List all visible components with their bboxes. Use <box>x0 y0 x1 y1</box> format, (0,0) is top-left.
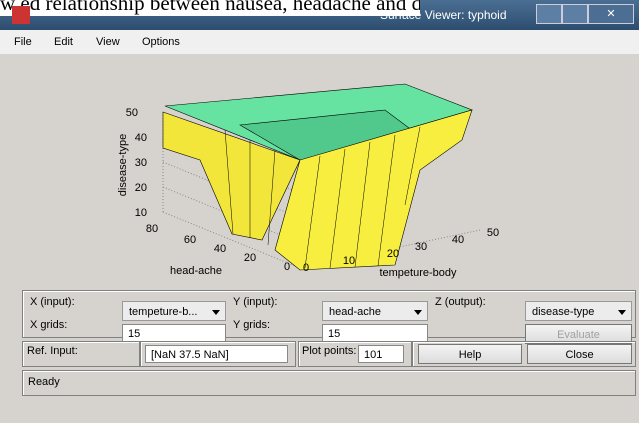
label: X (input): <box>30 296 75 308</box>
text-input[interactable]: 101 <box>358 345 404 363</box>
maximize-button[interactable] <box>562 4 588 24</box>
menu-item[interactable]: View <box>96 36 120 48</box>
x-tick-label: 30 <box>415 241 427 253</box>
surface-plot: 50 40 30 20 10 disease-type 80 60 40 20 … <box>117 83 499 279</box>
x-tick-label: 20 <box>387 248 399 260</box>
z-tick-label: 40 <box>135 132 147 144</box>
evaluate-button[interactable]: Evaluate <box>525 324 632 344</box>
x-tick-label: 10 <box>343 255 355 267</box>
help-button[interactable]: Help <box>418 344 522 364</box>
y-tick-label: 0 <box>284 261 290 273</box>
z-tick-label: 50 <box>126 107 138 119</box>
y-tick-label: 20 <box>244 252 256 264</box>
dropdown[interactable]: tempeture-b... <box>122 301 226 321</box>
button-panel <box>412 341 636 367</box>
label: Z (output): <box>435 296 486 308</box>
text-input[interactable]: 15 <box>322 324 428 342</box>
z-tick-label: 30 <box>135 157 147 169</box>
z-tick-label: 10 <box>135 207 147 219</box>
label: Plot points: <box>302 345 357 357</box>
y-tick-label: 40 <box>214 243 226 255</box>
status-bar <box>22 370 636 396</box>
window-title: Surface Viewer: typhoid <box>380 8 507 22</box>
menu-item[interactable]: Options <box>142 36 180 48</box>
y-tick-label: 80 <box>146 223 158 235</box>
menu-item[interactable]: Edit <box>54 36 73 48</box>
x-axis-label: tempeture-body <box>379 267 457 279</box>
label: Ref. Input: <box>27 345 78 357</box>
z-axis-label: disease-type <box>117 134 129 196</box>
menu-bar: File Edit View Options <box>0 30 639 54</box>
x-tick-label: 0 <box>303 262 309 274</box>
surface-mesh <box>224 126 421 269</box>
ref-panel <box>22 341 140 367</box>
text-input[interactable]: 15 <box>122 324 226 342</box>
window-icon <box>12 6 30 24</box>
y-axis-label: head-ache <box>170 265 222 277</box>
label: X grids: <box>30 319 68 331</box>
caption-text: w ed relationship between nausea, headac… <box>0 0 420 15</box>
points-panel <box>298 341 412 367</box>
surface-right-wall <box>274 109 473 271</box>
dropdown[interactable]: head-ache <box>322 301 428 321</box>
text-input[interactable]: [NaN 37.5 NaN] <box>145 345 288 363</box>
label: Y grids: <box>233 319 271 331</box>
menu-item[interactable]: File <box>14 36 32 48</box>
caption-strip: w ed relationship between nausea, headac… <box>0 0 420 16</box>
ref-input-panel <box>140 341 296 367</box>
y-tick-label: 60 <box>184 234 196 246</box>
z-tick-label: 20 <box>135 182 147 194</box>
minimize-button[interactable] <box>536 4 562 24</box>
status-text: Ready <box>28 376 60 388</box>
close-window-button[interactable]: ✕ <box>588 4 634 24</box>
dropdown[interactable]: disease-type <box>525 301 632 321</box>
label: Y (input): <box>233 296 278 308</box>
x-tick-label: 50 <box>487 227 499 239</box>
x-tick-label: 40 <box>452 234 464 246</box>
close-button[interactable]: Close <box>527 344 632 364</box>
